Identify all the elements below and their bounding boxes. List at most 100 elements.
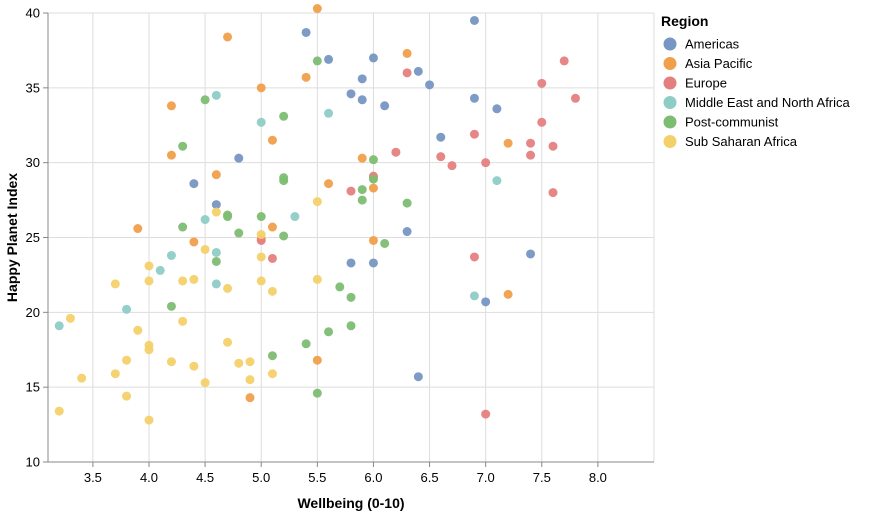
data-point <box>144 261 154 271</box>
data-point <box>234 358 244 368</box>
data-point <box>279 111 289 121</box>
data-point <box>223 283 233 293</box>
data-point <box>346 321 356 331</box>
data-point <box>380 238 390 248</box>
data-point <box>413 66 423 76</box>
data-point <box>436 152 446 162</box>
data-point <box>413 372 423 382</box>
data-point <box>256 252 266 262</box>
data-point <box>357 74 367 84</box>
data-point <box>211 200 221 210</box>
legend-title: Region <box>661 13 708 29</box>
data-point <box>357 195 367 205</box>
data-point <box>122 355 132 365</box>
data-point <box>256 276 266 286</box>
data-point <box>402 68 412 78</box>
legend-swatch <box>663 135 677 148</box>
data-point <box>256 117 266 127</box>
data-point <box>503 138 513 148</box>
data-point <box>122 391 132 401</box>
data-point <box>189 274 199 284</box>
data-point <box>267 351 277 361</box>
y-tick-label: 20 <box>26 305 40 320</box>
legend-label: Middle East and North Africa <box>685 95 851 110</box>
data-point <box>380 101 390 111</box>
data-point <box>155 265 165 275</box>
legend-label: Americas <box>685 37 740 52</box>
data-point <box>312 274 322 284</box>
data-point <box>166 150 176 160</box>
data-point <box>122 304 132 314</box>
data-point <box>200 378 210 388</box>
data-point <box>346 89 356 99</box>
data-point <box>301 27 311 37</box>
data-point <box>481 158 491 168</box>
data-point <box>346 186 356 196</box>
data-point <box>312 197 322 207</box>
data-point <box>357 95 367 105</box>
legend-swatch <box>663 96 677 109</box>
data-point <box>223 32 233 42</box>
data-point <box>65 313 75 323</box>
data-point <box>312 355 322 365</box>
data-point <box>178 141 188 151</box>
legend: Region Americas Asia Pacific Europe Middle … <box>661 13 851 149</box>
data-point <box>312 388 322 398</box>
data-point <box>402 227 412 237</box>
data-point <box>469 93 479 103</box>
legend-swatch <box>663 37 677 51</box>
x-tick-label: 3.5 <box>84 470 102 485</box>
y-axis-title: Happy Planet Index <box>4 173 20 302</box>
x-tick-label: 5.0 <box>252 470 270 485</box>
data-point <box>312 4 322 14</box>
data-point <box>256 83 266 93</box>
data-point <box>267 286 277 296</box>
data-point <box>391 147 401 157</box>
data-point <box>548 188 558 198</box>
y-tick-label: 30 <box>26 155 40 170</box>
data-point <box>481 409 491 419</box>
legend-swatch <box>663 115 677 129</box>
data-point <box>166 357 176 367</box>
legend-label: Asia Pacific <box>685 56 753 71</box>
data-point <box>368 53 378 63</box>
x-tick-label: 4.5 <box>196 470 214 485</box>
data-point <box>436 132 446 142</box>
data-point <box>144 415 154 425</box>
data-point <box>548 141 558 151</box>
y-tick-label: 25 <box>26 230 40 245</box>
data-point <box>166 101 176 111</box>
data-point <box>357 185 367 195</box>
data-point <box>110 369 120 379</box>
data-point <box>77 373 87 383</box>
y-tick-label: 35 <box>26 80 40 95</box>
x-tick-label: 8.0 <box>589 470 607 485</box>
data-point <box>335 282 345 292</box>
data-point <box>526 150 536 160</box>
data-point <box>368 155 378 165</box>
data-point <box>368 235 378 245</box>
data-points <box>54 4 580 425</box>
y-tick-label: 10 <box>26 455 40 470</box>
data-point <box>234 153 244 163</box>
data-point <box>368 258 378 268</box>
data-point <box>211 247 221 257</box>
data-point <box>223 212 233 222</box>
legend-items: Americas Asia Pacific Europe Middle East an… <box>663 37 851 149</box>
data-point <box>211 279 221 289</box>
data-point <box>290 212 300 222</box>
data-point <box>245 393 255 403</box>
data-point <box>166 250 176 260</box>
data-point <box>189 361 199 371</box>
data-point <box>267 135 277 145</box>
x-tick-label: 6.5 <box>421 470 439 485</box>
data-point <box>267 222 277 232</box>
y-tick-label: 40 <box>26 6 40 21</box>
data-point <box>189 179 199 189</box>
y-tick-label: 15 <box>26 380 40 395</box>
y-axis-ticks: 10 15 20 25 30 35 40 <box>26 6 48 470</box>
data-point <box>200 95 210 105</box>
data-point <box>301 339 311 349</box>
data-point <box>133 325 143 335</box>
